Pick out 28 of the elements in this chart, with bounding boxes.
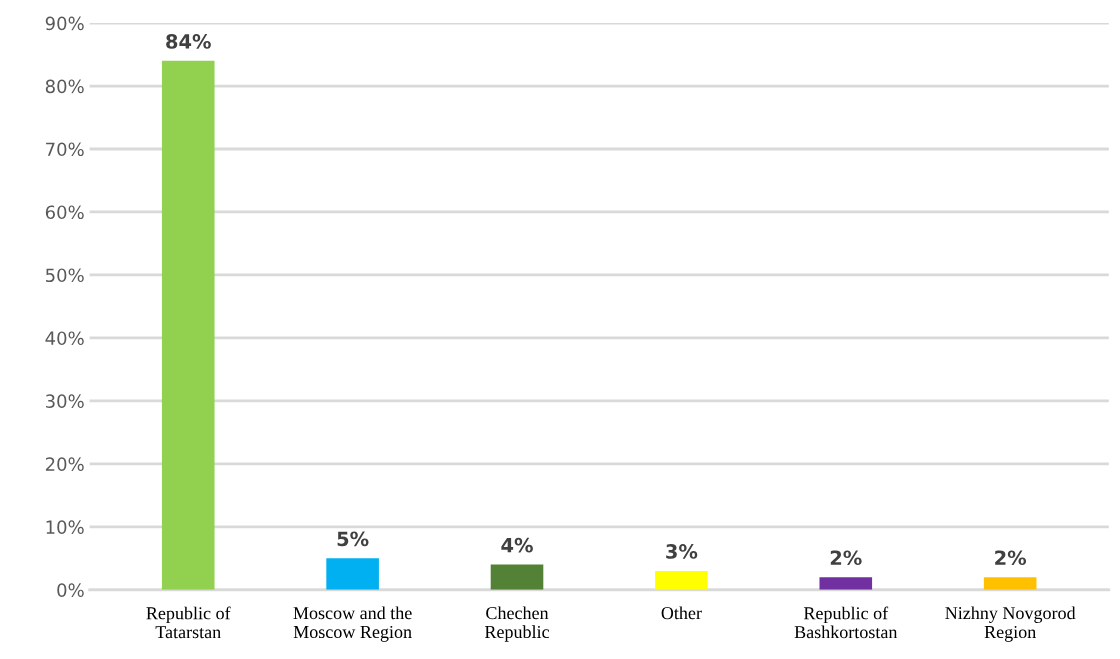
y-tick-label: 80%	[45, 79, 84, 94]
bar	[161, 60, 215, 590]
y-tick-label: 0%	[57, 583, 84, 597]
y-tick-label: 30%	[45, 394, 84, 409]
y-tick-label: 40%	[45, 331, 84, 346]
x-tick-label: Chechen Republic	[484, 606, 550, 642]
y-tick-label: 70%	[46, 142, 84, 157]
x-tick-label: Nizhny Novgorod Region	[945, 606, 1076, 642]
y-tick-label: 90%	[45, 16, 84, 31]
x-tick-label: Moscow and the Moscow Region	[293, 606, 412, 642]
bar	[819, 577, 873, 590]
y-tick-label: 20%	[45, 457, 84, 471]
x-tick-label: Other	[661, 606, 702, 620]
data-label: 2%	[995, 550, 1027, 566]
data-label: 5%	[337, 531, 369, 547]
data-label: 3%	[666, 544, 698, 559]
data-label: 84%	[166, 34, 211, 49]
bar	[655, 570, 708, 590]
y-tick-label: 10%	[46, 520, 84, 534]
data-label: 2%	[830, 550, 862, 566]
bar	[326, 558, 379, 590]
x-tick-label: Republic of Bashkortostan	[794, 606, 898, 639]
x-tick-label: Republic of Tatarstan	[146, 606, 231, 639]
bar	[490, 564, 544, 590]
bar	[983, 577, 1037, 590]
data-label: 4%	[501, 537, 533, 553]
y-tick-label: 60%	[45, 205, 84, 220]
y-tick-label: 50%	[46, 268, 84, 283]
